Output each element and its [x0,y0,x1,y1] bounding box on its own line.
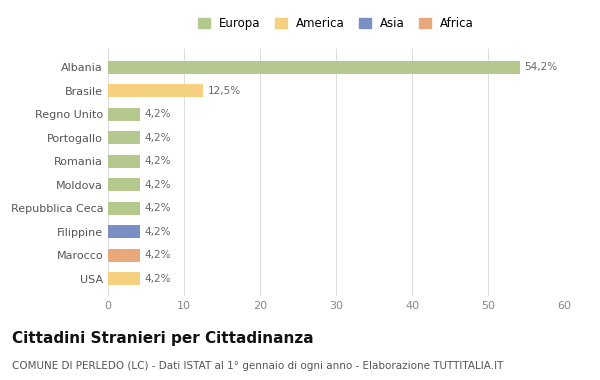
Bar [108,249,140,262]
Text: COMUNE DI PERLEDO (LC) - Dati ISTAT al 1° gennaio di ogni anno - Elaborazione TU: COMUNE DI PERLEDO (LC) - Dati ISTAT al 1… [12,361,503,371]
Bar [108,84,203,97]
Text: 4,2%: 4,2% [145,133,171,142]
Bar [108,108,140,120]
Legend: Europa, America, Asia, Africa: Europa, America, Asia, Africa [194,14,478,33]
Bar [108,61,520,74]
Text: 4,2%: 4,2% [145,227,171,237]
Bar [108,155,140,168]
Text: 4,2%: 4,2% [145,250,171,260]
Text: Cittadini Stranieri per Cittadinanza: Cittadini Stranieri per Cittadinanza [12,331,314,345]
Text: 12,5%: 12,5% [208,86,241,96]
Text: 54,2%: 54,2% [524,62,557,72]
Text: 4,2%: 4,2% [145,180,171,190]
Bar [108,178,140,191]
Bar [108,131,140,144]
Bar [108,202,140,215]
Text: 4,2%: 4,2% [145,274,171,284]
Text: 4,2%: 4,2% [145,109,171,119]
Text: 4,2%: 4,2% [145,203,171,213]
Bar [108,272,140,285]
Text: 4,2%: 4,2% [145,156,171,166]
Bar [108,225,140,238]
